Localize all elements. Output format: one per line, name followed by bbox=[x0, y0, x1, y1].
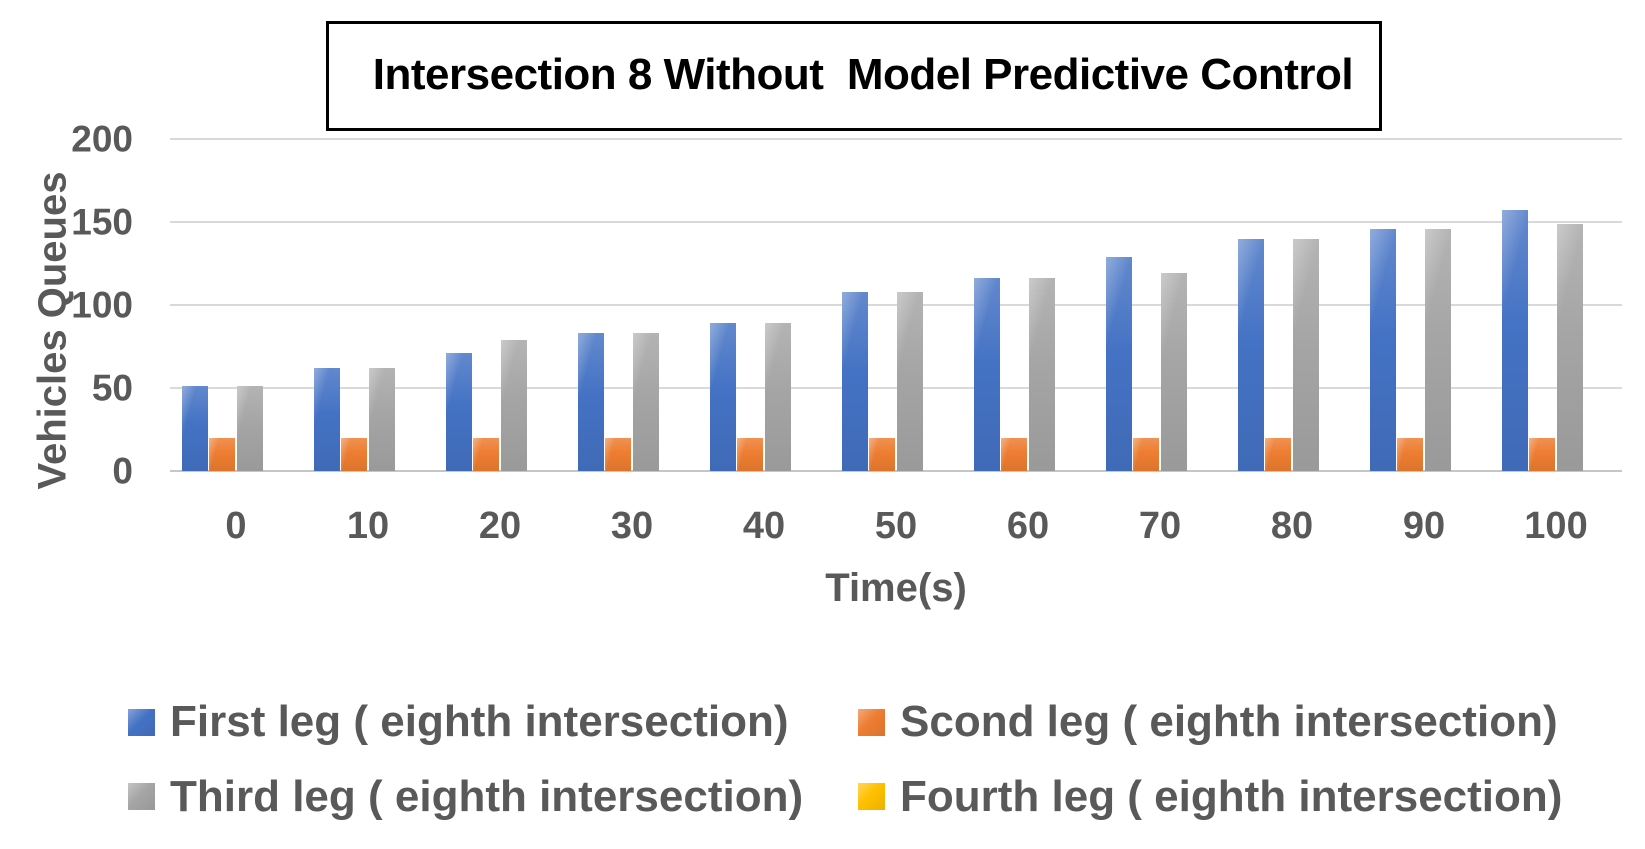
bar-first-leg-t50 bbox=[841, 292, 868, 471]
bar-scond-leg-t50 bbox=[869, 438, 896, 471]
bar-scond-leg-t30 bbox=[605, 438, 632, 471]
legend-label-fourth-leg: Fourth leg ( eighth intersection) bbox=[900, 771, 1563, 821]
bar-third-leg-t40 bbox=[764, 323, 791, 471]
x-tick-label-50: 50 bbox=[874, 505, 918, 547]
chart-legend: First leg ( eighth intersection) Scond le… bbox=[128, 697, 1628, 822]
y-tick-label-200: 200 bbox=[71, 118, 133, 160]
bar-third-leg-t70 bbox=[1160, 273, 1187, 471]
x-axis-line bbox=[170, 470, 1622, 472]
x-tick-label-20: 20 bbox=[478, 505, 522, 547]
x-tick-label-10: 10 bbox=[346, 505, 390, 547]
bar-first-leg-t20 bbox=[445, 353, 472, 471]
bar-first-leg-t30 bbox=[577, 333, 604, 471]
legend-swatch-third-leg bbox=[128, 783, 155, 811]
bar-scond-leg-t80 bbox=[1265, 438, 1292, 471]
chart-title-box: Intersection 8 Without Model Predictive … bbox=[326, 21, 1383, 131]
bar-third-leg-t80 bbox=[1292, 239, 1319, 471]
bar-first-leg-t90 bbox=[1369, 229, 1396, 471]
legend-label-third-leg: Third leg ( eighth intersection) bbox=[170, 771, 804, 821]
legend-item-third-leg: Third leg ( eighth intersection) bbox=[128, 772, 858, 823]
x-tick-label-60: 60 bbox=[1006, 505, 1050, 547]
bar-first-leg-t100 bbox=[1501, 210, 1528, 471]
y-tick-label-150: 150 bbox=[71, 201, 133, 243]
legend-swatch-fourth-leg bbox=[858, 783, 885, 811]
x-tick-label-80: 80 bbox=[1270, 505, 1314, 547]
bar-third-leg-t30 bbox=[632, 333, 659, 471]
gridline-y150 bbox=[170, 221, 1622, 223]
x-tick-label-70: 70 bbox=[1138, 505, 1182, 547]
legend-swatch-scond-leg bbox=[858, 708, 885, 736]
bar-first-leg-t60 bbox=[973, 278, 1000, 471]
bar-scond-leg-t40 bbox=[737, 438, 764, 471]
x-axis-title: Time(s) bbox=[825, 566, 967, 610]
x-tick-label-30: 30 bbox=[610, 505, 654, 547]
legend-label-first-leg: First leg ( eighth intersection) bbox=[170, 697, 789, 746]
x-tick-label-90: 90 bbox=[1402, 505, 1446, 547]
chart-title: Intersection 8 Without Model Predictive … bbox=[372, 50, 1354, 99]
gridline-y100 bbox=[170, 304, 1622, 306]
bar-scond-leg-t100 bbox=[1529, 438, 1556, 471]
bar-third-leg-t20 bbox=[500, 340, 527, 471]
bar-third-leg-t90 bbox=[1424, 229, 1451, 471]
legend-item-scond-leg: Scond leg ( eighth intersection) bbox=[858, 697, 1628, 748]
legend-item-first-leg: First leg ( eighth intersection) bbox=[128, 697, 858, 748]
bar-third-leg-t60 bbox=[1028, 278, 1055, 471]
bar-third-leg-t50 bbox=[896, 292, 923, 471]
plot-area bbox=[170, 138, 1622, 472]
bar-scond-leg-t10 bbox=[341, 438, 368, 471]
bar-first-leg-t40 bbox=[709, 323, 736, 471]
bar-third-leg-t100 bbox=[1556, 224, 1583, 471]
y-axis-tick-labels: 0 50 100 150 200 bbox=[0, 121, 150, 490]
bar-scond-leg-t60 bbox=[1001, 438, 1028, 471]
y-tick-label-50: 50 bbox=[91, 367, 133, 409]
bar-scond-leg-t90 bbox=[1397, 438, 1424, 471]
x-axis-tick-labels: 0 10 20 30 40 50 60 70 80 90 100 bbox=[170, 507, 1622, 545]
x-tick-label-100: 100 bbox=[1524, 505, 1588, 547]
legend-label-scond-leg: Scond leg ( eighth intersection) bbox=[900, 697, 1558, 746]
x-tick-label-0: 0 bbox=[225, 505, 247, 547]
gridline-y50 bbox=[170, 387, 1622, 389]
y-tick-label-0: 0 bbox=[112, 450, 133, 492]
x-tick-label-40: 40 bbox=[742, 505, 786, 547]
legend-swatch-first-leg bbox=[128, 708, 155, 736]
legend-item-fourth-leg: Fourth leg ( eighth intersection) bbox=[858, 772, 1628, 823]
bar-third-leg-t10 bbox=[368, 368, 395, 471]
y-tick-label-100: 100 bbox=[71, 284, 133, 326]
bar-first-leg-t80 bbox=[1237, 239, 1264, 471]
bar-first-leg-t0 bbox=[181, 386, 208, 471]
bar-scond-leg-t70 bbox=[1133, 438, 1160, 471]
bar-scond-leg-t20 bbox=[473, 438, 500, 471]
bar-third-leg-t0 bbox=[236, 386, 263, 471]
bar-first-leg-t70 bbox=[1105, 257, 1132, 471]
bar-first-leg-t10 bbox=[313, 368, 340, 471]
bar-scond-leg-t0 bbox=[209, 438, 236, 471]
gridline-y200 bbox=[170, 138, 1622, 140]
